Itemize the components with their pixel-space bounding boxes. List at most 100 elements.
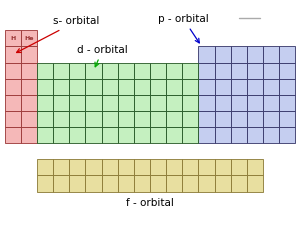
Bar — [247, 111, 263, 127]
Bar — [247, 46, 263, 63]
Bar — [37, 127, 53, 143]
Bar — [247, 63, 263, 79]
Bar — [53, 63, 69, 79]
Bar — [214, 95, 231, 111]
Text: p - orbital: p - orbital — [158, 14, 209, 43]
Bar — [214, 127, 231, 143]
Bar — [21, 30, 37, 46]
Bar — [198, 127, 214, 143]
Bar — [134, 176, 150, 191]
Bar — [150, 159, 166, 176]
Bar — [166, 127, 182, 143]
Bar — [263, 111, 279, 127]
Bar — [150, 95, 166, 111]
Bar — [198, 95, 214, 111]
Bar — [134, 95, 150, 111]
Bar — [85, 176, 102, 191]
Bar — [231, 159, 247, 176]
Bar — [150, 79, 166, 95]
Bar — [85, 159, 102, 176]
Bar — [198, 46, 214, 63]
Bar — [37, 79, 53, 95]
Bar — [182, 176, 198, 191]
Bar — [198, 63, 214, 79]
Bar — [279, 111, 295, 127]
Bar — [5, 111, 21, 127]
Bar — [118, 176, 134, 191]
Bar — [118, 79, 134, 95]
Bar — [21, 63, 37, 79]
Bar — [5, 63, 21, 79]
Bar — [166, 111, 182, 127]
Bar — [198, 176, 214, 191]
Bar — [69, 95, 85, 111]
Bar — [198, 79, 214, 95]
Bar — [150, 63, 166, 79]
Bar — [118, 63, 134, 79]
Bar — [279, 63, 295, 79]
Bar — [231, 79, 247, 95]
Bar — [134, 63, 150, 79]
Bar — [214, 46, 231, 63]
Bar — [247, 95, 263, 111]
Text: f - orbital: f - orbital — [126, 198, 174, 208]
Bar — [279, 46, 295, 63]
Bar — [85, 95, 102, 111]
Bar — [37, 111, 53, 127]
Bar — [214, 111, 231, 127]
Bar — [263, 79, 279, 95]
Bar — [247, 176, 263, 191]
Bar — [69, 176, 85, 191]
Bar — [37, 95, 53, 111]
Bar — [231, 176, 247, 191]
Bar — [5, 95, 21, 111]
Bar — [214, 176, 231, 191]
Bar — [102, 111, 118, 127]
Bar — [263, 95, 279, 111]
Bar — [150, 176, 166, 191]
Bar — [134, 127, 150, 143]
Bar — [214, 159, 231, 176]
Bar — [231, 95, 247, 111]
Bar — [134, 159, 150, 176]
Bar — [69, 79, 85, 95]
Bar — [279, 79, 295, 95]
Bar — [102, 63, 118, 79]
Bar — [85, 111, 102, 127]
Bar — [182, 127, 198, 143]
Bar — [166, 159, 182, 176]
Bar — [118, 127, 134, 143]
Bar — [263, 46, 279, 63]
Bar — [166, 63, 182, 79]
Bar — [231, 63, 247, 79]
Bar — [198, 111, 214, 127]
Bar — [231, 46, 247, 63]
Bar — [182, 79, 198, 95]
Bar — [85, 127, 102, 143]
Bar — [53, 95, 69, 111]
Bar — [37, 176, 53, 191]
Bar — [182, 159, 198, 176]
Bar — [69, 63, 85, 79]
Bar — [118, 95, 134, 111]
Bar — [231, 127, 247, 143]
Bar — [5, 30, 21, 46]
Bar — [21, 111, 37, 127]
Text: s- orbital: s- orbital — [16, 16, 100, 52]
Bar — [118, 111, 134, 127]
Bar — [150, 111, 166, 127]
Bar — [279, 95, 295, 111]
Bar — [214, 63, 231, 79]
Bar — [182, 95, 198, 111]
Bar — [247, 159, 263, 176]
Bar — [247, 127, 263, 143]
Bar — [69, 159, 85, 176]
Bar — [182, 63, 198, 79]
Bar — [102, 127, 118, 143]
Bar — [53, 159, 69, 176]
Bar — [118, 159, 134, 176]
Bar — [5, 127, 21, 143]
Bar — [37, 63, 53, 79]
Bar — [53, 176, 69, 191]
Bar — [247, 79, 263, 95]
